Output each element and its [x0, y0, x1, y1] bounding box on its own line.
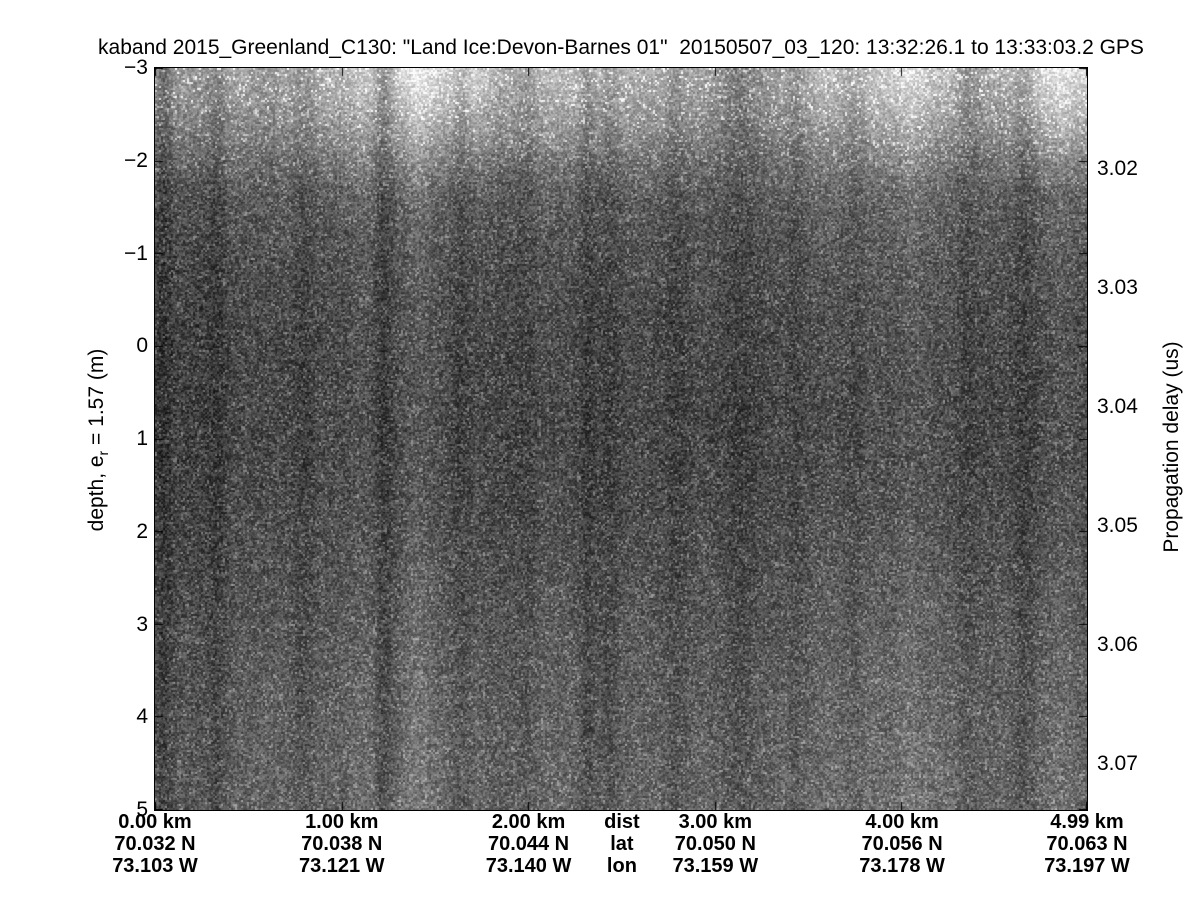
- latitude-label: 70.044 N: [487, 833, 570, 855]
- distance-label: 0.00 km: [118, 811, 192, 833]
- latitude-label: 70.038 N: [301, 833, 383, 855]
- right-axis-tick-label: 3.02: [1097, 157, 1138, 181]
- latitude-label: 70.063 N: [1046, 833, 1128, 855]
- left-axis-tick-label: 2: [136, 519, 148, 543]
- distance-label: 3.00 km: [678, 811, 752, 833]
- latitude-label: 70.050 N: [674, 833, 756, 855]
- plot-area: [154, 67, 1088, 811]
- distance-label: 2.00 km: [491, 811, 566, 833]
- axis-header-lat: lat: [610, 833, 634, 855]
- echogram-image: [155, 68, 1087, 810]
- right-axis-label: Propagation delay (us): [1160, 341, 1183, 553]
- longitude-label: 73.197 W: [1044, 855, 1130, 877]
- longitude-label: 73.140 W: [485, 855, 572, 877]
- left-axis-tick-label: 3: [136, 612, 148, 636]
- longitude-label: 73.103 W: [112, 855, 198, 877]
- left-axis-tick-label: 0: [136, 334, 148, 358]
- longitude-label: 73.121 W: [298, 855, 385, 877]
- longitude-label: 73.159 W: [672, 855, 759, 877]
- distance-label: 4.00 km: [865, 811, 939, 833]
- axis-header-lon: lon: [606, 855, 637, 877]
- left-axis-tick-label: 5: [136, 798, 148, 821]
- left-axis-tick-label: −1: [124, 241, 148, 265]
- left-axis-tick-label: −2: [124, 148, 148, 172]
- right-axis-tick-label: 3.06: [1097, 632, 1138, 656]
- distance-label: 1.00 km: [305, 811, 379, 833]
- left-axis-tick-label: 1: [136, 427, 148, 450]
- longitude-label: 73.178 W: [859, 855, 945, 877]
- left-axis-tick-label: −3: [124, 56, 148, 79]
- axis-header-dist: dist: [604, 811, 640, 833]
- right-axis-tick-label: 3.04: [1097, 394, 1138, 418]
- distance-label: 4.99 km: [1050, 811, 1124, 833]
- right-axis-tick-label: 3.05: [1097, 513, 1138, 537]
- right-axis-tick-label: 3.03: [1097, 275, 1138, 299]
- left-axis-label-subscript: r: [95, 450, 112, 456]
- latitude-label: 70.056 N: [861, 833, 943, 855]
- latitude-label: 70.032 N: [114, 833, 196, 855]
- right-axis-tick-label: 3.07: [1097, 751, 1138, 775]
- figure-title: kaband 2015_Greenland_C130: "Land Ice:De…: [98, 36, 1144, 59]
- left-axis-tick-label: 4: [136, 705, 148, 729]
